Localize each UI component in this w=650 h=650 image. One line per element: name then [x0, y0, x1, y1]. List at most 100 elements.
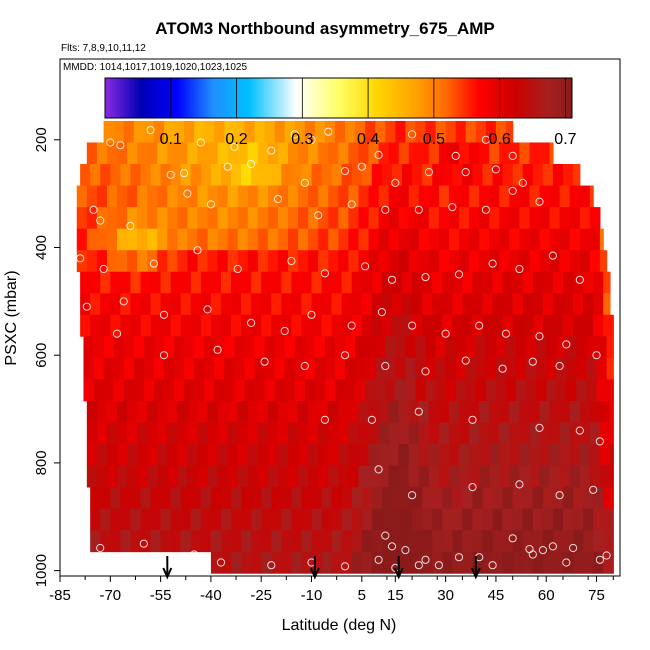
heatmap-cell: [90, 271, 101, 294]
heatmap-cell: [438, 465, 450, 488]
heatmap-cell: [499, 142, 510, 165]
heatmap-cell: [167, 185, 178, 208]
sample-point: [280, 326, 289, 336]
heatmap-cell: [475, 336, 487, 359]
heatmap-cell: [277, 207, 289, 230]
heatmap-cell: [207, 422, 219, 445]
heatmap-cell: [402, 530, 413, 553]
heatmap-cell: [562, 164, 574, 186]
heatmap-cell: [415, 379, 427, 402]
heatmap-cell: [566, 379, 578, 402]
surface-arrow: [162, 556, 173, 580]
heatmap-cell: [448, 465, 460, 488]
heatmap-cell: [241, 508, 252, 531]
x-tick-label: -70: [99, 587, 121, 604]
heatmap-cell: [475, 379, 487, 402]
heatmap-cell: [224, 357, 235, 380]
heatmap-cell: [298, 422, 309, 445]
heatmap-cell: [301, 508, 313, 531]
heatmap-cell: [184, 120, 195, 143]
heatmap-cell: [402, 508, 413, 531]
heatmap-cell: [177, 422, 189, 445]
heatmap-cell: [428, 400, 440, 423]
sample-point: [414, 561, 423, 570]
heatmap-cell: [381, 271, 393, 294]
heatmap-cell: [358, 142, 370, 165]
heatmap-cell: [599, 400, 611, 423]
heatmap-cell: [96, 400, 108, 423]
heatmap-cell: [207, 142, 219, 165]
heatmap-cell: [355, 336, 366, 359]
heatmap-cell: [150, 271, 162, 294]
heatmap-cell: [170, 508, 182, 531]
heatmap-cell: [371, 508, 383, 531]
heatmap-cell: [341, 164, 353, 186]
heatmap-cell: [398, 465, 410, 488]
y-axis-label: PSXC (mbar): [3, 270, 20, 365]
sample-point: [401, 546, 410, 555]
heatmap-cell: [385, 357, 396, 380]
sample-point: [381, 205, 390, 214]
heatmap-cell: [227, 444, 239, 466]
heatmap-cell: [190, 164, 202, 186]
heatmap-cell: [415, 336, 427, 359]
heatmap-cell: [435, 120, 447, 143]
sample-point: [267, 146, 276, 155]
heatmap-cell: [244, 379, 256, 402]
heatmap-cell: [499, 207, 510, 230]
sample-point: [468, 415, 477, 424]
heatmap-cell: [277, 185, 289, 208]
heatmap-cell: [93, 379, 105, 402]
heatmap-cell: [291, 551, 303, 574]
heatmap-cell: [321, 530, 333, 553]
heatmap-cell: [583, 508, 594, 531]
heatmap-cell: [358, 228, 370, 251]
heatmap-cell: [345, 336, 356, 359]
heatmap-cell: [328, 207, 339, 230]
heatmap-cell: [586, 336, 598, 359]
heatmap-cell: [579, 444, 591, 466]
heatmap-cell: [308, 207, 319, 230]
heatmap-cell: [100, 508, 111, 531]
sample-point: [233, 264, 242, 274]
heatmap-cell: [549, 207, 561, 230]
heatmap-cell: [566, 357, 578, 380]
heatmap-cell: [412, 508, 423, 531]
heatmap-cell: [469, 444, 480, 466]
heatmap-cell: [438, 400, 450, 423]
heatmap-cell: [190, 271, 202, 294]
heatmap-cell: [210, 314, 222, 337]
heatmap-cell: [338, 228, 349, 251]
heatmap-cell: [381, 314, 393, 337]
heatmap-cell: [529, 142, 541, 165]
heatmap-cell: [422, 487, 433, 510]
heatmap-cell: [234, 120, 246, 143]
heatmap-cell: [80, 314, 91, 337]
heatmap-cell: [529, 465, 541, 488]
heatmap-cell: [277, 465, 289, 488]
heatmap-cell: [418, 207, 430, 230]
heatmap-cell: [408, 185, 420, 208]
heatmap-cell: [237, 228, 249, 251]
heatmap-cell: [505, 336, 517, 359]
heatmap-cell: [338, 207, 349, 230]
heatmap-cell: [472, 551, 484, 574]
sample-point: [562, 558, 571, 567]
sample-point: [347, 321, 356, 330]
heatmap-cell: [603, 271, 611, 294]
heatmap-cell: [197, 142, 209, 165]
colorbar-gradient: [104, 77, 573, 119]
heatmap-cell: [452, 487, 463, 510]
sample-point: [367, 415, 376, 424]
heatmap-cell: [445, 379, 457, 402]
heatmap-cell: [519, 465, 531, 488]
heatmap-cell: [351, 164, 363, 186]
heatmap-cell: [596, 357, 608, 380]
heatmap-cell: [314, 336, 326, 359]
x-tick-label: 60: [538, 587, 555, 604]
heatmap-cell: [529, 250, 541, 273]
heatmap-cell: [519, 250, 531, 273]
heatmap-cell: [231, 314, 242, 337]
heatmap-cell: [579, 185, 591, 208]
heatmap-cell: [274, 357, 286, 380]
